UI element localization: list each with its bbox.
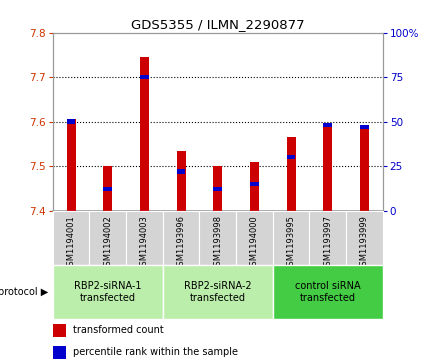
Bar (250, 182, 259, 186)
Bar (176, 151, 186, 211)
Text: transformed count: transformed count (73, 325, 163, 335)
Text: GSM1194001: GSM1194001 (66, 215, 76, 271)
Bar (287, 155, 296, 159)
Text: GSM1193997: GSM1193997 (323, 215, 332, 271)
Bar (163, 211, 199, 265)
Text: GSM1193995: GSM1193995 (286, 215, 296, 271)
Bar (309, 211, 346, 265)
Bar (53, 324, 66, 337)
Bar (89, 211, 126, 265)
Bar (140, 75, 149, 79)
Bar (53, 265, 163, 319)
Bar (163, 265, 273, 319)
Text: GSM1194002: GSM1194002 (103, 215, 112, 271)
Bar (103, 166, 112, 211)
Text: GSM1194003: GSM1194003 (140, 215, 149, 271)
Bar (103, 187, 112, 191)
Bar (213, 166, 222, 211)
Text: RBP2-siRNA-1
transfected: RBP2-siRNA-1 transfected (74, 281, 142, 303)
Title: GDS5355 / ILMN_2290877: GDS5355 / ILMN_2290877 (131, 19, 304, 32)
Bar (177, 169, 186, 174)
Text: GSM1194000: GSM1194000 (250, 215, 259, 271)
Bar (273, 265, 383, 319)
Bar (236, 211, 273, 265)
Text: GSM1193999: GSM1193999 (360, 215, 369, 271)
Text: percentile rank within the sample: percentile rank within the sample (73, 347, 238, 357)
Bar (346, 211, 383, 265)
Bar (273, 211, 309, 265)
Bar (140, 57, 149, 211)
Bar (323, 123, 332, 127)
Text: GSM1193996: GSM1193996 (176, 215, 186, 271)
Bar (213, 187, 222, 191)
Bar (53, 211, 89, 265)
Bar (66, 119, 76, 211)
Bar (360, 125, 369, 129)
Bar (67, 119, 76, 124)
Bar (323, 124, 332, 211)
Text: RBP2-siRNA-2
transfected: RBP2-siRNA-2 transfected (184, 281, 252, 303)
Text: protocol ▶: protocol ▶ (0, 287, 48, 297)
Bar (250, 162, 259, 211)
Text: GSM1193998: GSM1193998 (213, 215, 222, 271)
Bar (360, 128, 369, 211)
Bar (126, 211, 163, 265)
Bar (53, 346, 66, 359)
Text: control siRNA
transfected: control siRNA transfected (295, 281, 361, 303)
Bar (199, 211, 236, 265)
Bar (286, 137, 296, 211)
